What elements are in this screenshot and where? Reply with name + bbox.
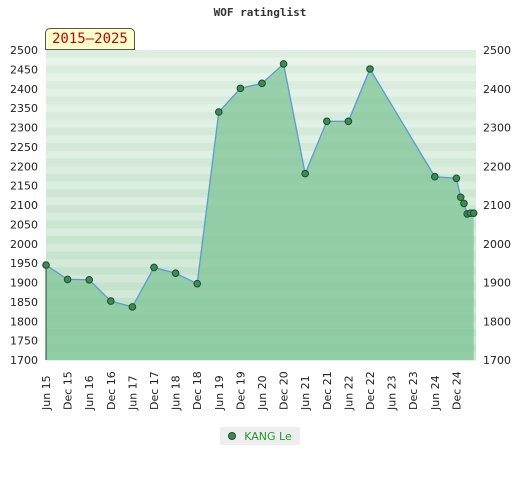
data-point	[150, 263, 158, 272]
data-point	[279, 60, 288, 68]
data-point	[456, 193, 465, 202]
x-tick-label: Jun 18	[170, 375, 183, 411]
x-tick-label: Dec 17	[148, 371, 161, 410]
x-tick-label: Jun 15	[40, 375, 53, 411]
y-tick-label-right: 1800	[483, 315, 511, 328]
markers-layer	[42, 60, 478, 311]
data-point	[431, 172, 439, 181]
data-point	[236, 84, 245, 93]
x-tick-label: Dec 16	[105, 371, 118, 410]
y-tick-label-right: 2300	[483, 122, 511, 135]
background-band	[46, 50, 476, 59]
x-tick-label: Dec 21	[321, 371, 334, 410]
x-tick-label: Dec 19	[234, 371, 247, 410]
y-tick-label: 2200	[10, 160, 38, 173]
y-tick-label-right: 1900	[483, 277, 511, 290]
data-point	[85, 275, 93, 284]
y-axis-right: 1700 1800 1900 2000 2100 2200 2300 2400 2500	[483, 44, 511, 367]
y-tick-label: 1950	[10, 257, 38, 270]
x-tick-label: Dec 24	[450, 371, 463, 410]
y-tick-label: 2150	[10, 180, 38, 193]
x-tick-label: Jun 17	[126, 375, 139, 411]
x-tick-label: Jun 20	[256, 375, 269, 411]
y-tick-label: 2250	[10, 141, 38, 154]
x-tick-label: Dec 20	[278, 371, 291, 410]
y-tick-label: 2300	[10, 122, 38, 135]
data-point	[171, 269, 180, 278]
y-tick-label: 1900	[10, 277, 38, 290]
y-axis-left: 1700 1750 1800 1850 1900 1950 2000 2050 2100 2150…	[10, 44, 38, 367]
x-tick-label: Jun 22	[342, 375, 355, 411]
x-axis: Jun 15 Dec 15 Jun 16 Dec 16 Jun 17 Dec 17 Jun …	[40, 371, 463, 411]
series-area	[46, 63, 474, 360]
data-point	[193, 279, 201, 288]
data-point	[215, 108, 223, 116]
period-badge: 2015–2025	[45, 28, 135, 50]
x-tick-label: Dec 22	[364, 371, 377, 410]
y-tick-label: 2100	[10, 199, 38, 212]
x-tick-label: Dec 15	[62, 371, 75, 410]
x-tick-label: Dec 18	[191, 371, 204, 410]
data-point	[323, 117, 331, 126]
data-point	[63, 275, 72, 284]
data-point	[344, 117, 353, 126]
data-point	[460, 199, 468, 208]
y-tick-label-right: 2400	[483, 83, 511, 96]
x-tick-label: Jun 21	[299, 375, 312, 411]
y-tick-label-right: 2200	[483, 160, 511, 173]
x-tick-label: Jun 16	[83, 375, 96, 411]
y-tick-label: 2000	[10, 238, 38, 251]
data-point	[128, 303, 137, 311]
y-tick-label-right: 2000	[483, 238, 511, 251]
y-tick-label: 1750	[10, 335, 38, 348]
data-point	[258, 79, 266, 88]
x-tick-label: Jun 23	[386, 375, 399, 411]
data-point	[42, 261, 50, 269]
background-band	[46, 73, 476, 82]
y-tick-label-right: 1700	[483, 354, 511, 367]
background-band	[46, 65, 476, 74]
data-point	[301, 169, 310, 178]
y-tick-label-right: 2500	[483, 44, 511, 57]
background-band	[46, 57, 476, 66]
data-point	[469, 209, 478, 217]
x-tick-label: Jun 24	[429, 375, 442, 411]
x-tick-label: Dec 23	[407, 371, 420, 410]
y-tick-label: 1700	[10, 354, 38, 367]
legend-label: KANG Le	[244, 429, 292, 443]
y-tick-label: 2450	[10, 63, 38, 76]
y-tick-label: 2400	[10, 83, 38, 96]
legend-marker	[228, 432, 237, 440]
data-point	[366, 65, 374, 73]
y-tick-label-right: 2100	[483, 199, 511, 212]
x-tick-label: Jun 19	[213, 375, 226, 411]
y-tick-label: 1800	[10, 315, 38, 328]
y-tick-label: 2350	[10, 102, 38, 115]
y-tick-label: 1850	[10, 296, 38, 309]
data-point	[107, 297, 115, 305]
y-tick-label: 2500	[10, 44, 38, 57]
chart-title: WOF ratinglist	[213, 6, 307, 19]
legend[interactable]: KANG Le	[220, 427, 300, 445]
y-tick-label: 2050	[10, 218, 38, 231]
data-point	[452, 174, 461, 183]
